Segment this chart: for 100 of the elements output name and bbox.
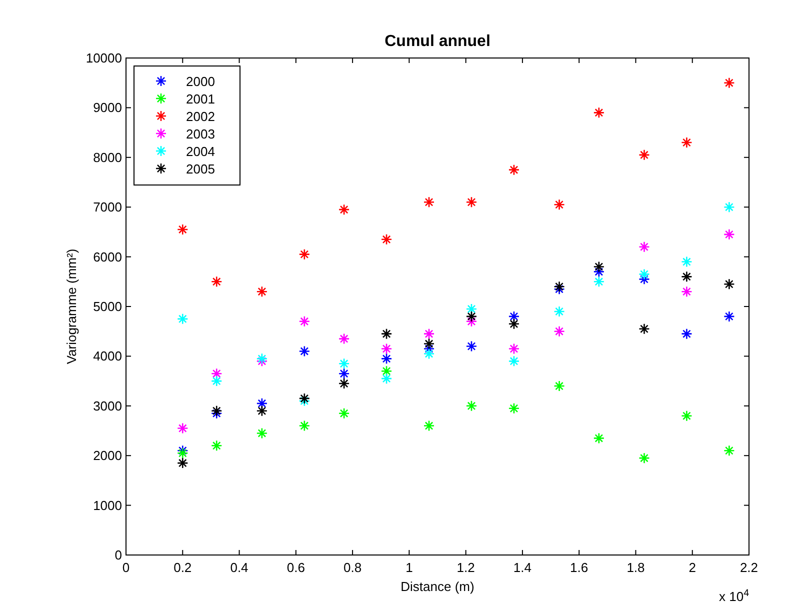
point [508, 343, 520, 354]
point [338, 358, 350, 370]
y-tick-label: 10000 [86, 50, 122, 66]
legend-label: 2000 [186, 74, 215, 89]
point [508, 164, 520, 176]
point [681, 410, 692, 422]
point [593, 276, 605, 288]
point [593, 266, 605, 278]
point [338, 368, 350, 380]
point [466, 340, 478, 352]
point [338, 333, 350, 344]
x-tick-label: 1.2 [456, 560, 475, 575]
point [298, 392, 310, 404]
point [298, 316, 310, 328]
point [423, 343, 435, 354]
point [724, 228, 735, 240]
point [256, 356, 268, 367]
x-tick-label: 0.8 [344, 560, 362, 575]
point [298, 248, 310, 260]
x-tick-label: 2 [688, 560, 696, 575]
point [256, 405, 268, 417]
point [554, 198, 565, 210]
y-tick-label: 8000 [93, 150, 122, 165]
point [508, 402, 520, 414]
point [338, 408, 350, 420]
point [554, 283, 565, 295]
point [338, 378, 350, 390]
point [338, 204, 350, 216]
point [176, 447, 188, 459]
legend-label: 2001 [186, 92, 215, 106]
point [210, 405, 222, 417]
point [466, 310, 478, 322]
point [176, 422, 188, 434]
point [466, 196, 478, 208]
point [176, 457, 188, 469]
point [638, 268, 650, 280]
x-tick-label: 0.2 [174, 560, 192, 575]
point [554, 326, 565, 337]
point [423, 338, 435, 350]
point [724, 310, 735, 322]
point [256, 353, 268, 364]
point [298, 420, 310, 432]
point [593, 261, 605, 272]
point [423, 348, 435, 360]
point [638, 149, 650, 161]
point [554, 280, 565, 292]
point [380, 234, 392, 246]
y-tick-label: 4000 [93, 348, 122, 364]
x-tick-label: 0.4 [230, 560, 248, 575]
point [554, 306, 565, 318]
point [593, 432, 605, 444]
point [466, 316, 478, 328]
point [210, 368, 222, 380]
x-axis-title: Distance (m) [400, 579, 474, 594]
legend-label: 2005 [186, 162, 215, 176]
y-tick-label: 3000 [93, 398, 122, 414]
text: x 10$^{4}$ [718, 588, 750, 604]
legend-label: 2002 [186, 109, 215, 124]
point [638, 323, 650, 335]
point [638, 241, 650, 253]
point [681, 286, 692, 298]
point [210, 440, 222, 452]
point [380, 328, 392, 340]
x-tick-label: 1.4 [513, 560, 532, 575]
point [508, 318, 520, 330]
legend-label: 2004 [186, 144, 215, 159]
x-tick-label: 2.2 [740, 560, 758, 575]
point [724, 201, 735, 213]
point [681, 256, 692, 268]
y-tick-label: 1000 [93, 498, 122, 513]
point [298, 395, 310, 407]
point [681, 328, 692, 340]
point [380, 372, 392, 384]
point [380, 365, 392, 377]
point [176, 313, 188, 325]
point [466, 303, 478, 315]
point [466, 400, 478, 412]
point [176, 224, 188, 236]
x-tick-label: 1.6 [570, 560, 588, 575]
point [593, 107, 605, 118]
point [423, 328, 435, 340]
point [256, 286, 268, 298]
point [724, 444, 735, 456]
point [256, 428, 268, 439]
y-tick-label: 5000 [93, 299, 122, 314]
y-tick-label: 7000 [93, 200, 122, 215]
point [380, 343, 392, 354]
y-axis-title: Variogramme (mm²) [64, 248, 79, 364]
point [423, 420, 435, 432]
legend-label: 2003 [186, 126, 215, 142]
chart-title: Cumul annuel [384, 33, 490, 50]
y-tick-label: 6000 [93, 249, 122, 264]
point [681, 271, 692, 282]
point [724, 278, 735, 290]
point [380, 353, 392, 364]
point [508, 310, 520, 322]
point [256, 398, 268, 410]
point [554, 380, 565, 392]
y-tick-label: 2000 [93, 448, 122, 464]
y-tick-label: 9000 [93, 100, 122, 116]
